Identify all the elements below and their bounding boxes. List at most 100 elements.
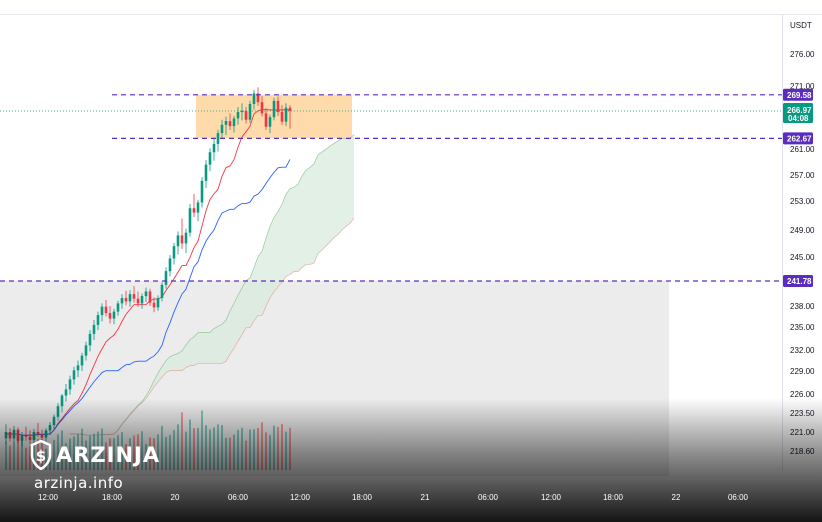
time-tick-label: 12:00 <box>541 493 562 502</box>
candle[interactable] <box>128 290 132 307</box>
candle[interactable] <box>132 286 136 303</box>
candle[interactable] <box>188 203 192 237</box>
candle[interactable] <box>92 320 96 341</box>
candle[interactable] <box>148 288 152 306</box>
candle-body <box>192 208 196 213</box>
candle[interactable] <box>280 105 284 125</box>
time-tick-label: 18:00 <box>102 493 123 502</box>
ichimoku-cloud-segment <box>266 226 270 307</box>
candle[interactable] <box>176 231 180 255</box>
ichimoku-cloud-segment <box>166 356 170 373</box>
candle-body <box>160 284 164 299</box>
candle[interactable] <box>228 113 232 130</box>
price-tick-label: 232.00 <box>790 346 815 355</box>
candle[interactable] <box>288 105 292 129</box>
level-price-tag[interactable]: 262.67 <box>783 132 813 145</box>
candle[interactable] <box>200 176 204 208</box>
candle[interactable] <box>76 360 80 378</box>
candle[interactable] <box>80 352 84 371</box>
candle[interactable] <box>248 100 252 123</box>
candle-body <box>112 311 116 319</box>
candle[interactable] <box>124 290 128 306</box>
candle[interactable] <box>100 303 104 322</box>
candle-body <box>120 298 124 304</box>
time-tick-label: 06:00 <box>228 493 249 502</box>
ichimoku-cloud-segment <box>198 332 202 364</box>
candle[interactable] <box>204 160 208 188</box>
candle[interactable] <box>116 300 120 316</box>
candle[interactable] <box>84 341 88 361</box>
candle[interactable] <box>108 306 112 324</box>
candle[interactable] <box>152 297 156 313</box>
time-tick-label: 06:00 <box>478 493 499 502</box>
time-tick-label: 18:00 <box>603 493 624 502</box>
candle[interactable] <box>268 114 272 134</box>
candle[interactable] <box>256 87 260 106</box>
candle[interactable] <box>96 311 100 331</box>
ichimoku-cloud-segment <box>226 310 230 362</box>
brand-url[interactable]: arzinja.info <box>34 474 124 492</box>
candle[interactable] <box>272 97 276 121</box>
candle[interactable] <box>196 199 200 222</box>
candle-body <box>288 107 292 111</box>
candle[interactable] <box>164 267 168 289</box>
candle[interactable] <box>236 107 240 125</box>
candle[interactable] <box>216 129 220 152</box>
candle[interactable] <box>252 89 256 110</box>
ichimoku-cloud-segment <box>230 303 234 355</box>
candle[interactable] <box>240 103 244 121</box>
candle[interactable] <box>264 107 268 130</box>
candle[interactable] <box>156 295 160 311</box>
candle[interactable] <box>208 148 212 172</box>
candle[interactable] <box>140 293 144 309</box>
candle-body <box>208 152 212 165</box>
last-price-value: 266.97 <box>787 106 812 115</box>
candle-body <box>248 103 252 120</box>
candle-body <box>236 112 240 119</box>
ichimoku-cloud-segment <box>286 188 290 277</box>
ichimoku-cloud-segment <box>246 277 250 328</box>
candle-body <box>72 370 76 380</box>
candle[interactable] <box>68 375 72 395</box>
candle[interactable] <box>220 119 224 139</box>
candle[interactable] <box>88 330 92 352</box>
time-tick-label: 20 <box>171 493 180 502</box>
candle[interactable] <box>184 228 188 253</box>
brand-logo: $ ARZINJA <box>30 440 160 470</box>
candle-body <box>140 296 144 304</box>
candle[interactable] <box>212 138 216 161</box>
candle[interactable] <box>112 308 116 325</box>
candle[interactable] <box>180 218 184 249</box>
ichimoku-cloud-segment <box>154 373 158 388</box>
candle[interactable] <box>144 287 148 303</box>
time-tick-label: 18:00 <box>352 493 373 502</box>
candle[interactable] <box>172 242 176 265</box>
candle[interactable] <box>192 193 196 217</box>
time-tick-label: 06:00 <box>728 493 749 502</box>
candle[interactable] <box>224 116 228 135</box>
candle[interactable] <box>168 254 172 277</box>
candle[interactable] <box>284 103 288 127</box>
candle[interactable] <box>160 282 164 302</box>
candle[interactable] <box>104 300 108 317</box>
level-price-tag[interactable]: 241.78 <box>783 275 813 287</box>
candle[interactable] <box>244 107 248 124</box>
candle-body <box>76 365 80 371</box>
candle[interactable] <box>260 95 264 117</box>
level-price-tag[interactable]: 269.58 <box>783 88 813 101</box>
candle[interactable] <box>276 96 280 116</box>
candle-body <box>260 102 264 114</box>
time-axis[interactable]: 12:00 18:00 20 06:00 12:00 18:00 21 06:00 12:00 1… <box>38 493 749 502</box>
candle-body <box>240 110 244 113</box>
candle-body <box>264 113 268 127</box>
ichimoku-cloud-segment <box>318 152 322 254</box>
candle[interactable] <box>232 115 236 133</box>
ichimoku-cloud-segment <box>190 336 194 366</box>
ichimoku-cloud-segment <box>298 176 302 272</box>
candle[interactable] <box>120 294 124 309</box>
price-tick-label: 271.00 <box>790 82 815 91</box>
candle[interactable] <box>136 291 140 307</box>
candle[interactable] <box>72 366 76 385</box>
